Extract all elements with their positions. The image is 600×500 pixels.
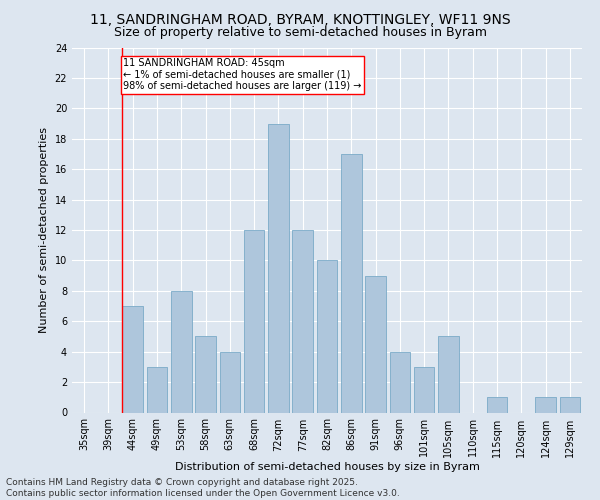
Bar — [146, 367, 167, 412]
Bar — [268, 124, 289, 412]
Bar — [220, 352, 240, 412]
Bar — [487, 398, 508, 412]
Text: 11, SANDRINGHAM ROAD, BYRAM, KNOTTINGLEY, WF11 9NS: 11, SANDRINGHAM ROAD, BYRAM, KNOTTINGLEY… — [89, 12, 511, 26]
Bar — [414, 367, 434, 412]
Bar — [438, 336, 459, 412]
Bar — [535, 398, 556, 412]
Bar — [292, 230, 313, 412]
Bar — [171, 291, 191, 412]
Bar — [365, 276, 386, 412]
Bar — [195, 336, 216, 412]
Bar — [560, 398, 580, 412]
Bar — [122, 306, 143, 412]
Bar — [341, 154, 362, 412]
Text: Contains HM Land Registry data © Crown copyright and database right 2025.
Contai: Contains HM Land Registry data © Crown c… — [6, 478, 400, 498]
X-axis label: Distribution of semi-detached houses by size in Byram: Distribution of semi-detached houses by … — [175, 462, 479, 472]
Bar — [317, 260, 337, 412]
Bar — [244, 230, 265, 412]
Text: 11 SANDRINGHAM ROAD: 45sqm
← 1% of semi-detached houses are smaller (1)
98% of s: 11 SANDRINGHAM ROAD: 45sqm ← 1% of semi-… — [124, 58, 362, 92]
Y-axis label: Number of semi-detached properties: Number of semi-detached properties — [39, 127, 49, 333]
Text: Size of property relative to semi-detached houses in Byram: Size of property relative to semi-detach… — [113, 26, 487, 39]
Bar — [389, 352, 410, 412]
